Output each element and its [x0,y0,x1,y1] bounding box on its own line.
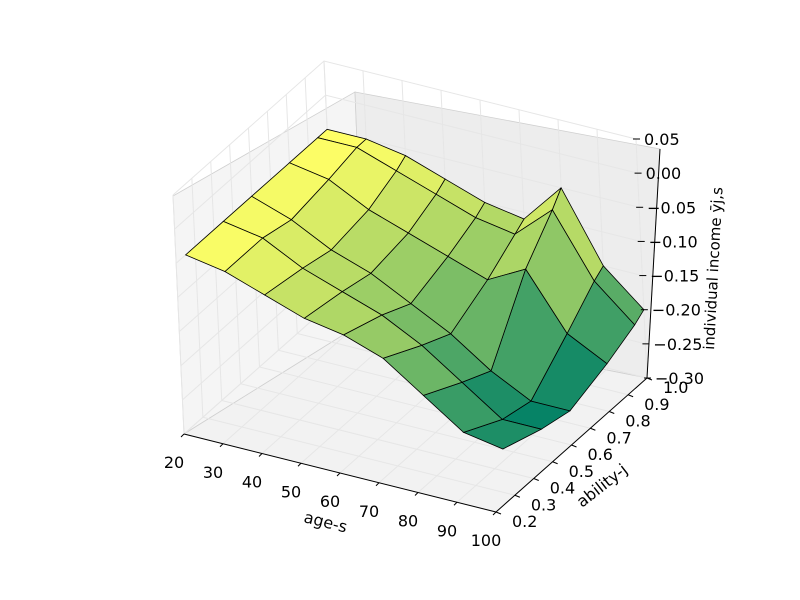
x-tick-label: 70 [359,502,379,521]
x-tick-label: 30 [203,463,223,482]
surface-plot [184,128,645,450]
y-tick-label: 0.7 [606,428,631,447]
z-tick-label: −0.25 [653,335,702,354]
z-tick-label: 0.05 [644,130,680,149]
x-tick-label: 60 [320,492,340,511]
z-tick-label: −0.05 [647,198,696,217]
grid-line-z [174,94,638,230]
x-tick-mark [297,462,302,467]
z-ticks: 0.05 0.00 −0.05 −0.10 −0.15 −0.20 −0.25 −0.30 [633,130,704,388]
x-tick-mark [258,453,263,457]
z-tick-label: 0.00 [646,164,682,183]
x-tick-label: 90 [437,521,457,540]
x-tick-label: 40 [242,473,262,492]
y-tick-mark [627,394,634,398]
y-tick-mark [514,494,521,498]
surface-facet [184,220,264,272]
x-axis-label: age-s [302,507,349,536]
y-tick-mark [571,444,577,448]
z-tick-label: −0.15 [650,267,699,286]
x-tick-mark [336,472,341,477]
z-axis-line [646,148,661,379]
y-tick-label: 0.3 [531,495,556,514]
y-tick-mark [495,511,502,515]
y-tick-label: 0.6 [588,445,613,464]
x-tick-label: 80 [398,512,418,531]
z-tick-label: −0.20 [652,301,701,320]
y-tick-mark [533,478,539,481]
y-tick-label: 0.4 [550,479,575,498]
grid-line-z [172,60,637,196]
y-tick-label: 0.5 [569,462,594,481]
x-tick-mark [492,511,497,516]
x-tick-label: 20 [164,453,184,472]
z-axis-label: individual income ȳj,s [700,186,727,350]
x-tick-label: 100 [471,531,502,550]
x-tick-mark [375,482,380,487]
z-tick-label: −0.30 [655,369,704,388]
y-tick-label: 0.8 [625,412,650,431]
y-tick-mark [552,461,558,465]
y-ticks: 0.20.30.40.50.60.70.80.91.0 [495,377,688,531]
y-tick-label: 0.2 [512,512,537,531]
x-tick-mark [219,443,224,448]
x-tick-label: 50 [281,482,301,501]
y-tick-mark [609,411,615,414]
z-tick-label: −0.10 [649,232,698,251]
x-tick-mark [414,492,419,496]
y-tick-label: 1.0 [663,378,688,397]
x-tick-mark [180,433,185,438]
x-tick-mark [453,501,458,506]
x-ticks: 20 30 40 50 60 70 80 90 100 [164,433,502,550]
y-tick-mark [590,427,596,431]
y-tick-label: 0.9 [644,395,669,414]
